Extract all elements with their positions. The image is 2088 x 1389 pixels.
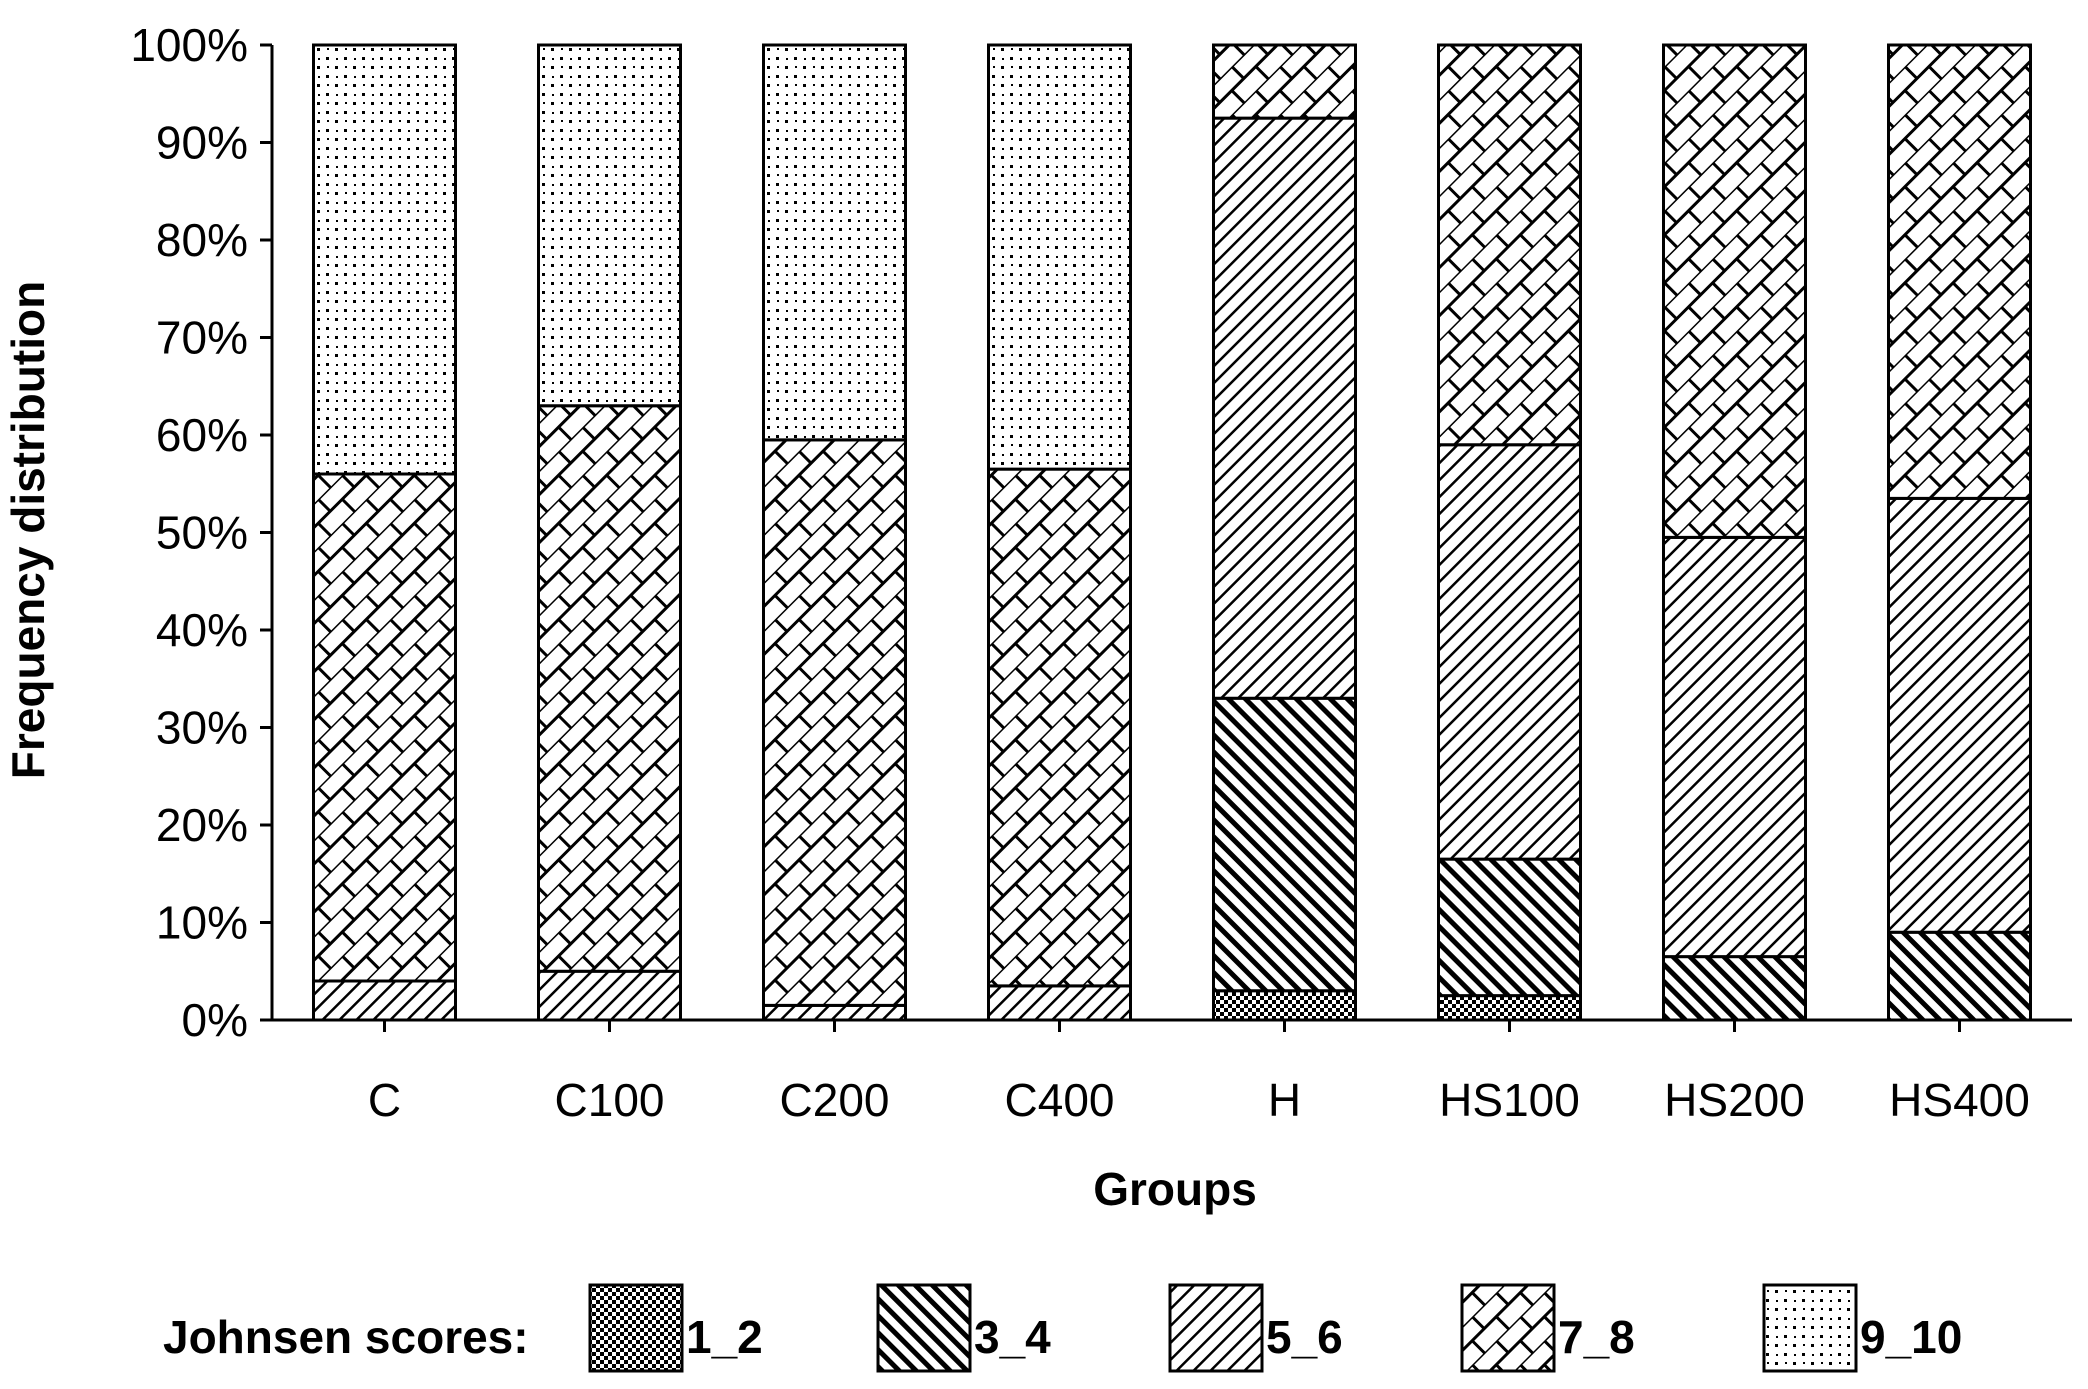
legend-swatch-5_6 — [1168, 1283, 1264, 1373]
bar-segment-C-9_10 — [312, 43, 457, 476]
y-tick-label: 10% — [156, 897, 248, 949]
axes-layer — [260, 43, 2072, 1032]
bar-segment-C200-5_6 — [762, 1003, 907, 1022]
legend-label-3_4: 3_4 — [974, 1311, 1051, 1363]
y-tick-label: 20% — [156, 799, 248, 851]
y-tick-label: 50% — [156, 507, 248, 559]
x-tick-label: H — [1268, 1074, 1301, 1126]
x-tick-label: C100 — [555, 1074, 665, 1126]
bar-segment-C400-9_10 — [987, 43, 1132, 471]
y-tick-label: 40% — [156, 604, 248, 656]
legend-swatch-3_4 — [876, 1283, 972, 1373]
bar-segment-HS100-3_4 — [1437, 857, 1582, 998]
legend-swatch-1_2 — [588, 1283, 684, 1373]
x-tick-label: C — [368, 1074, 401, 1126]
bar-segment-HS100-1_2 — [1437, 994, 1582, 1022]
legend-title: Johnsen scores: — [163, 1311, 529, 1363]
bar-segment-C200-7_8 — [762, 438, 907, 1007]
bar-segment-C400-7_8 — [987, 467, 1132, 988]
labels-layer: C C100 C200 C400 H HS100 HS200 HS400 0% 10% 20% 30%… — [130, 19, 2029, 1126]
x-tick-label: C400 — [1005, 1074, 1115, 1126]
bar-segment-C100-5_6 — [537, 969, 682, 1022]
x-tick-label: HS400 — [1889, 1074, 2030, 1126]
bar-segment-C-7_8 — [312, 472, 457, 983]
legend-label-5_6: 5_6 — [1266, 1311, 1343, 1363]
legend-label-7_8: 7_8 — [1558, 1311, 1635, 1363]
bars-layer — [312, 43, 2032, 1022]
legend-label-1_2: 1_2 — [686, 1311, 763, 1363]
bar-segment-C200-9_10 — [762, 43, 907, 442]
bar-segment-HS400-3_4 — [1887, 930, 2032, 1022]
y-tick-label: 30% — [156, 702, 248, 754]
legend-swatch-9_10 — [1762, 1283, 1858, 1373]
legend-label-9_10: 9_10 — [1860, 1311, 1962, 1363]
x-axis-title: Groups — [1093, 1163, 1257, 1215]
bar-segment-HS200-5_6 — [1662, 535, 1807, 959]
y-tick-label: 80% — [156, 214, 248, 266]
bar-segment-C400-5_6 — [987, 984, 1132, 1022]
bar-segment-HS100-5_6 — [1437, 443, 1582, 861]
x-tick-label: HS100 — [1439, 1074, 1580, 1126]
x-tick-label: C200 — [780, 1074, 890, 1126]
y-tick-label: 70% — [156, 312, 248, 364]
bar-segment-C-5_6 — [312, 979, 457, 1022]
y-tick-label: 0% — [182, 994, 248, 1046]
bar-segment-HS200-7_8 — [1662, 43, 1807, 539]
bar-segment-HS400-7_8 — [1887, 43, 2032, 500]
x-tick-label: HS200 — [1664, 1074, 1805, 1126]
y-tick-label: 90% — [156, 117, 248, 169]
legend-swatch-7_8 — [1460, 1283, 1556, 1373]
bar-segment-H-1_2 — [1212, 989, 1357, 1022]
y-tick-label: 100% — [130, 19, 248, 71]
bar-segment-H-5_6 — [1212, 116, 1357, 700]
bar-segment-H-7_8 — [1212, 43, 1357, 120]
bar-segment-H-3_4 — [1212, 696, 1357, 993]
legend: Johnsen scores: 1_2 3_4 5_6 7_8 9_10 — [163, 1283, 1962, 1373]
bar-segment-C100-7_8 — [537, 404, 682, 973]
bar-segment-C100-9_10 — [537, 43, 682, 408]
y-tick-label: 60% — [156, 409, 248, 461]
bar-segment-HS200-3_4 — [1662, 955, 1807, 1022]
y-axis-title: Frequency distribution — [2, 281, 54, 779]
bar-segment-HS400-5_6 — [1887, 496, 2032, 934]
bar-segment-HS100-7_8 — [1437, 43, 1582, 447]
